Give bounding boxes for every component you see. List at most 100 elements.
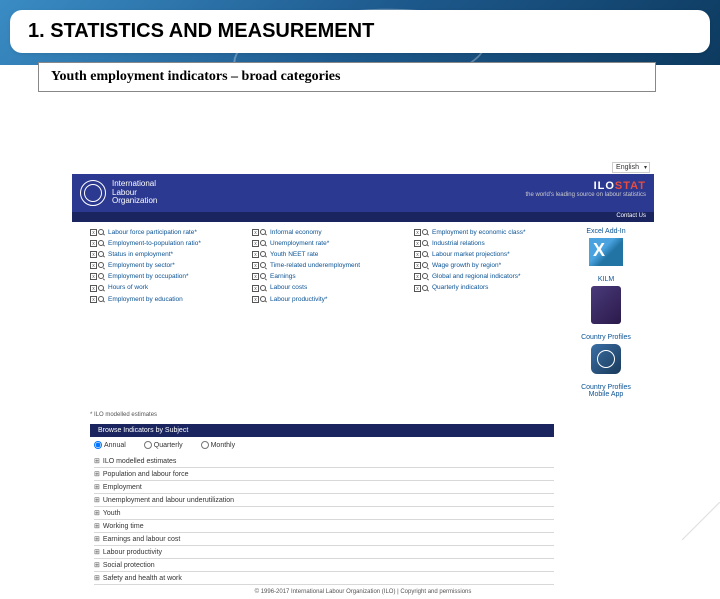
magnify-icon[interactable] — [422, 240, 429, 247]
slide-heading: 1. STATISTICS AND MEASUREMENT — [28, 20, 692, 43]
freq-option[interactable]: Monthly — [201, 441, 236, 449]
magnify-icon[interactable] — [260, 273, 267, 280]
freq-option[interactable]: Quarterly — [144, 441, 183, 449]
sidebar-kilm-label: KILM — [566, 276, 646, 283]
sidebar-excel[interactable]: Excel Add-In — [566, 228, 646, 266]
indicator-link[interactable]: xUnemployment rate* — [252, 239, 396, 248]
indicator-link[interactable]: xEarnings — [252, 272, 396, 281]
excel-export-icon[interactable]: x — [414, 262, 421, 269]
indicator-link[interactable]: xLabour costs — [252, 283, 396, 292]
subject-label: Labour productivity — [103, 549, 162, 556]
excel-export-icon[interactable]: x — [252, 285, 259, 292]
indicator-link[interactable]: xEmployment-to-population ratio* — [90, 239, 234, 248]
magnify-icon[interactable] — [98, 229, 105, 236]
subject-item[interactable]: Unemployment and labour underutilization — [94, 494, 554, 507]
magnify-icon[interactable] — [260, 229, 267, 236]
kilm-icon — [591, 286, 621, 324]
excel-export-icon[interactable]: x — [252, 251, 259, 258]
freq-radio[interactable] — [94, 441, 102, 449]
excel-export-icon[interactable]: x — [414, 229, 421, 236]
excel-export-icon[interactable]: x — [252, 273, 259, 280]
excel-export-icon[interactable]: x — [90, 262, 97, 269]
freq-label: Monthly — [211, 442, 236, 449]
indicator-link[interactable]: x Quarterly indicators — [414, 283, 558, 292]
magnify-icon[interactable] — [422, 273, 429, 280]
indicator-label: Employment by occupation* — [108, 272, 189, 281]
excel-export-icon[interactable]: x — [414, 251, 421, 258]
indicator-link[interactable]: xGlobal and regional indicators* — [414, 272, 558, 281]
indicator-link[interactable]: xInformal economy — [252, 228, 396, 237]
subject-item[interactable]: Social protection — [94, 559, 554, 572]
indicator-link[interactable]: xEmployment by education — [90, 295, 234, 304]
country-profiles-icon — [591, 344, 621, 374]
magnify-icon[interactable] — [98, 273, 105, 280]
indicator-link[interactable]: xEmployment by sector* — [90, 261, 234, 270]
magnify-icon[interactable] — [98, 285, 105, 292]
indicator-link[interactable]: x Labour market projections* — [414, 250, 558, 259]
excel-export-icon[interactable]: x — [90, 296, 97, 303]
excel-export-icon[interactable]: x — [90, 240, 97, 247]
excel-export-icon[interactable]: x — [90, 229, 97, 236]
excel-export-icon[interactable]: x — [90, 251, 97, 258]
indicators-content: xLabour force participation rate*xEmploy… — [72, 222, 654, 408]
indicator-label: Quarterly indicators — [432, 283, 488, 292]
indicator-link[interactable]: xWage growth by region* — [414, 261, 558, 270]
subject-item[interactable]: Youth — [94, 507, 554, 520]
magnify-icon[interactable] — [422, 251, 429, 258]
freq-option[interactable]: Annual — [94, 441, 126, 449]
excel-export-icon[interactable]: x — [414, 285, 421, 292]
indicator-link[interactable]: x Status in employment* — [90, 250, 234, 259]
excel-export-icon[interactable]: x — [252, 240, 259, 247]
indicator-link[interactable]: x Labour force participation rate* — [90, 228, 234, 237]
magnify-icon[interactable] — [422, 262, 429, 269]
sidebar-kilm[interactable]: KILM — [566, 276, 646, 324]
subject-item[interactable]: Population and labour force — [94, 468, 554, 481]
indicator-label: Status in employment* — [108, 250, 173, 259]
subject-item[interactable]: Labour productivity — [94, 546, 554, 559]
freq-radio[interactable] — [144, 441, 152, 449]
subject-item[interactable]: Employment — [94, 481, 554, 494]
subtitle-box: Youth employment indicators – broad cate… — [38, 62, 656, 92]
excel-export-icon[interactable]: x — [252, 229, 259, 236]
magnify-icon[interactable] — [98, 296, 105, 303]
subject-label: Youth — [103, 510, 121, 517]
excel-export-icon[interactable]: x — [252, 296, 259, 303]
sidebar-cpapp[interactable]: Country ProfilesMobile App — [566, 384, 646, 398]
excel-export-icon[interactable]: x — [90, 273, 97, 280]
contact-link[interactable]: Contact Us — [72, 212, 654, 220]
magnify-icon[interactable] — [422, 229, 429, 236]
magnify-icon[interactable] — [260, 251, 267, 258]
magnify-icon[interactable] — [422, 285, 429, 292]
subject-item[interactable]: ILO modelled estimates — [94, 455, 554, 468]
indicator-link[interactable]: xYouth NEET rate — [252, 250, 396, 259]
indicator-link[interactable]: x Labour productivity* — [252, 295, 396, 304]
indicator-link[interactable]: xHours of work — [90, 283, 234, 292]
magnify-icon[interactable] — [98, 251, 105, 258]
language-selector[interactable]: English — [612, 162, 650, 173]
page-curl-icon — [682, 502, 720, 540]
indicator-link[interactable]: xIndustrial relations — [414, 239, 558, 248]
excel-export-icon[interactable]: x — [414, 273, 421, 280]
subject-label: Unemployment and labour underutilization — [103, 497, 234, 504]
indicator-label: Labour force participation rate* — [108, 228, 197, 237]
subject-item[interactable]: Safety and health at work — [94, 572, 554, 585]
indicator-link[interactable]: xEmployment by economic class* — [414, 228, 558, 237]
indicator-label: Labour productivity* — [270, 295, 327, 304]
browse-bar: Browse Indicators by Subject — [90, 424, 554, 437]
subject-item[interactable]: Working time — [94, 520, 554, 533]
indicator-link[interactable]: xTime-related underemployment — [252, 261, 396, 270]
indicator-link[interactable]: x Employment by occupation* — [90, 272, 234, 281]
indicator-label: Labour market projections* — [432, 250, 510, 259]
freq-radio[interactable] — [201, 441, 209, 449]
excel-export-icon[interactable]: x — [90, 285, 97, 292]
magnify-icon[interactable] — [98, 240, 105, 247]
magnify-icon[interactable] — [260, 240, 267, 247]
magnify-icon[interactable] — [98, 262, 105, 269]
magnify-icon[interactable] — [260, 285, 267, 292]
excel-export-icon[interactable]: x — [252, 262, 259, 269]
sidebar-cp[interactable]: Country Profiles — [566, 334, 646, 374]
excel-export-icon[interactable]: x — [414, 240, 421, 247]
magnify-icon[interactable] — [260, 262, 267, 269]
magnify-icon[interactable] — [260, 296, 267, 303]
subject-label: Social protection — [103, 562, 155, 569]
